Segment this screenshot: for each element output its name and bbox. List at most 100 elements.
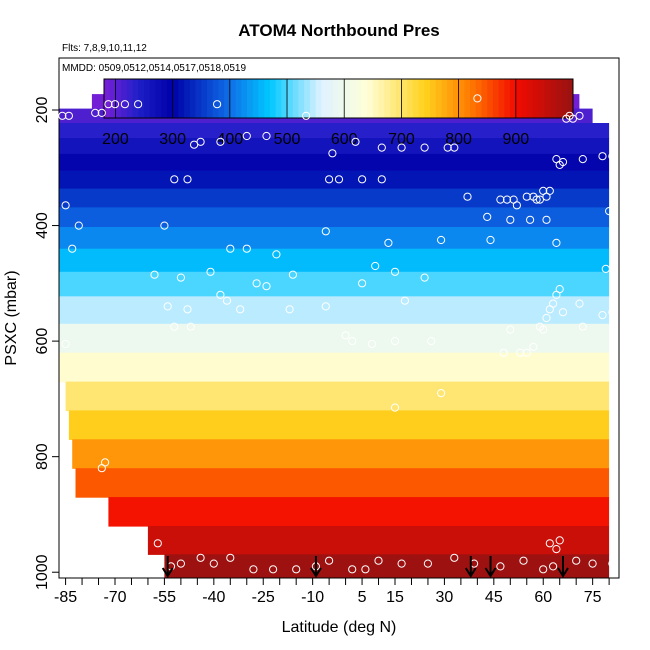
data-point (437, 389, 446, 398)
data-point (371, 261, 380, 271)
data-point (608, 308, 617, 317)
data-point (242, 244, 251, 253)
colorbar-swatch (355, 79, 362, 118)
data-point (176, 273, 185, 282)
data-point (91, 108, 100, 118)
colorbar-swatch (441, 79, 448, 118)
colorbar-swatch (395, 79, 402, 118)
colorbar-tick-label: 200 (102, 131, 129, 148)
colorbar-swatch (418, 79, 425, 118)
data-point (58, 111, 67, 120)
chart-title: ATOM4 Northbound Pres (238, 21, 440, 40)
colorbar-swatch (218, 79, 225, 118)
colorbar-swatch (384, 79, 391, 118)
data-point (226, 553, 235, 562)
colorbar-swatch (470, 79, 477, 118)
flight-arrows (161, 556, 569, 578)
data-point (390, 403, 400, 412)
heatmap-bands (59, 94, 610, 579)
colorbar-swatch (447, 79, 454, 118)
data-point (242, 131, 251, 141)
data-point (170, 322, 179, 331)
data-point (529, 342, 538, 351)
x-tick-label: 5 (358, 589, 367, 606)
data-point (213, 100, 222, 109)
data-point (206, 267, 215, 276)
colorbar-swatch (304, 79, 311, 118)
data-point (598, 152, 607, 161)
heatmap-band (108, 497, 610, 527)
x-tick-label: 60 (534, 589, 552, 606)
data-point (170, 175, 179, 184)
colorbar: 200 300 400 500 600 700 800 900 (102, 78, 574, 148)
colorbar-swatch (361, 79, 368, 118)
data-point (450, 553, 459, 562)
colorbar-swatch (161, 79, 168, 118)
colorbar-tick-label: 700 (388, 131, 415, 148)
colorbar-tick-label: 800 (445, 131, 472, 148)
data-point (555, 285, 564, 294)
heatmap-band (59, 248, 610, 273)
colorbar-swatch (138, 79, 145, 118)
arrow-marker (464, 556, 477, 578)
colorbar-swatch (464, 79, 471, 118)
colorbar-swatch (407, 79, 414, 118)
colorbar-swatch (561, 79, 568, 118)
heatmap-band (59, 352, 610, 383)
colorbar-swatch (550, 79, 557, 118)
colorbar-swatch (292, 79, 299, 118)
data-point (496, 195, 505, 204)
colorbar-swatch (241, 79, 248, 118)
data-point (575, 299, 584, 308)
data-point (427, 337, 436, 346)
x-axis-title: Latitude (deg N) (282, 619, 397, 636)
data-point (64, 111, 74, 120)
data-point (348, 565, 357, 574)
colorbar-tick-label: 500 (274, 131, 301, 148)
data-point (578, 155, 587, 164)
data-point (302, 111, 311, 120)
data-point (450, 143, 459, 152)
heatmap-band (59, 170, 610, 190)
data-point (216, 290, 225, 299)
colorbar-swatch (498, 79, 505, 118)
data-point (539, 325, 548, 334)
heatmap-band (147, 526, 610, 555)
data-point (568, 114, 578, 123)
x-tick-label: -40 (202, 589, 225, 606)
data-point (558, 308, 568, 317)
y-tick-label: 200 (34, 97, 51, 124)
colorbar-swatch (201, 79, 208, 118)
arrow-marker (484, 556, 497, 578)
data-point (68, 244, 77, 253)
colorbar-swatch (264, 79, 271, 118)
data-point (552, 238, 561, 247)
data-point (519, 556, 528, 565)
data-point (176, 559, 185, 568)
heatmap-band (72, 439, 610, 469)
x-axis: -85 -70 -55 -40 -25 -10 5 15 30 45 60 75 (54, 578, 610, 606)
data-point (384, 238, 393, 247)
y-tick-label: 800 (34, 443, 51, 470)
data-point (292, 565, 301, 574)
data-point (443, 143, 452, 152)
arrow-marker (557, 556, 569, 578)
data-point (321, 302, 330, 311)
data-point (236, 305, 245, 314)
colorbar-swatch (132, 79, 139, 118)
flights-label: Flts: 7,8,9,10,11,12 (62, 43, 147, 54)
data-point (196, 553, 205, 562)
data-point (601, 264, 610, 273)
data-point (516, 348, 525, 357)
colorbar-swatch (504, 79, 511, 118)
data-point (150, 270, 159, 279)
data-point (420, 273, 429, 282)
colorbar-swatch (555, 79, 563, 118)
data-point (526, 215, 535, 224)
data-point (328, 149, 337, 158)
data-point (608, 152, 617, 161)
colorbar-swatch (452, 79, 460, 118)
data-point (496, 562, 505, 571)
data-point (269, 565, 278, 574)
data-point (605, 207, 614, 216)
